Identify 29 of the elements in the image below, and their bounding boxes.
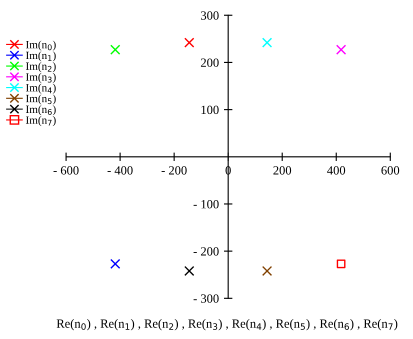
point: [110, 44, 120, 55]
x-tick-label: - 600: [54, 166, 79, 175]
x-tick-label: 200: [273, 166, 292, 175]
y-tick-label: 100: [202, 106, 219, 114]
point: [262, 38, 272, 48]
legend-label: Im(n$_{1}$): [26, 51, 56, 62]
x-tick-label: 400: [327, 166, 346, 175]
y-tick-label: - 200: [194, 247, 219, 256]
legend-label: Im(n$_{7}$): [26, 116, 56, 126]
x-tick-label: - 400: [108, 166, 133, 175]
legend-label: Im(n$_{3}$): [26, 72, 56, 83]
point: [336, 260, 346, 268]
y-tick-label: 300: [201, 11, 219, 20]
legend-label: Im(n$_{2}$): [26, 62, 56, 72]
y-tick-label: 200: [200, 58, 219, 67]
y-tick-label: - 100: [194, 200, 219, 208]
x-tick-label: 600: [381, 166, 400, 175]
point: [110, 258, 120, 269]
point: [184, 38, 194, 48]
text: Re(n$_{0}$) , Re(n$_{1}$) , Re(n$_{2}$) , Re(n$_{3}$) , Re(n$_{4}$) , Re(n$_{5}$) , Re(n$_{6}$) , Re(n$_{7}$): [56, 319, 398, 330]
legend-label: Im(n$_{6}$): [26, 105, 56, 116]
legend-label: Im(n$_{4}$): [26, 84, 56, 94]
y-tick-label: - 300: [194, 294, 219, 303]
point: [262, 266, 272, 276]
point: [184, 266, 194, 276]
legend-label: Im(n$_{0}$): [26, 40, 56, 51]
x-tick-label: - 200: [162, 166, 187, 175]
point: [336, 44, 346, 55]
legend-label: Im(n$_{5}$): [26, 94, 56, 105]
